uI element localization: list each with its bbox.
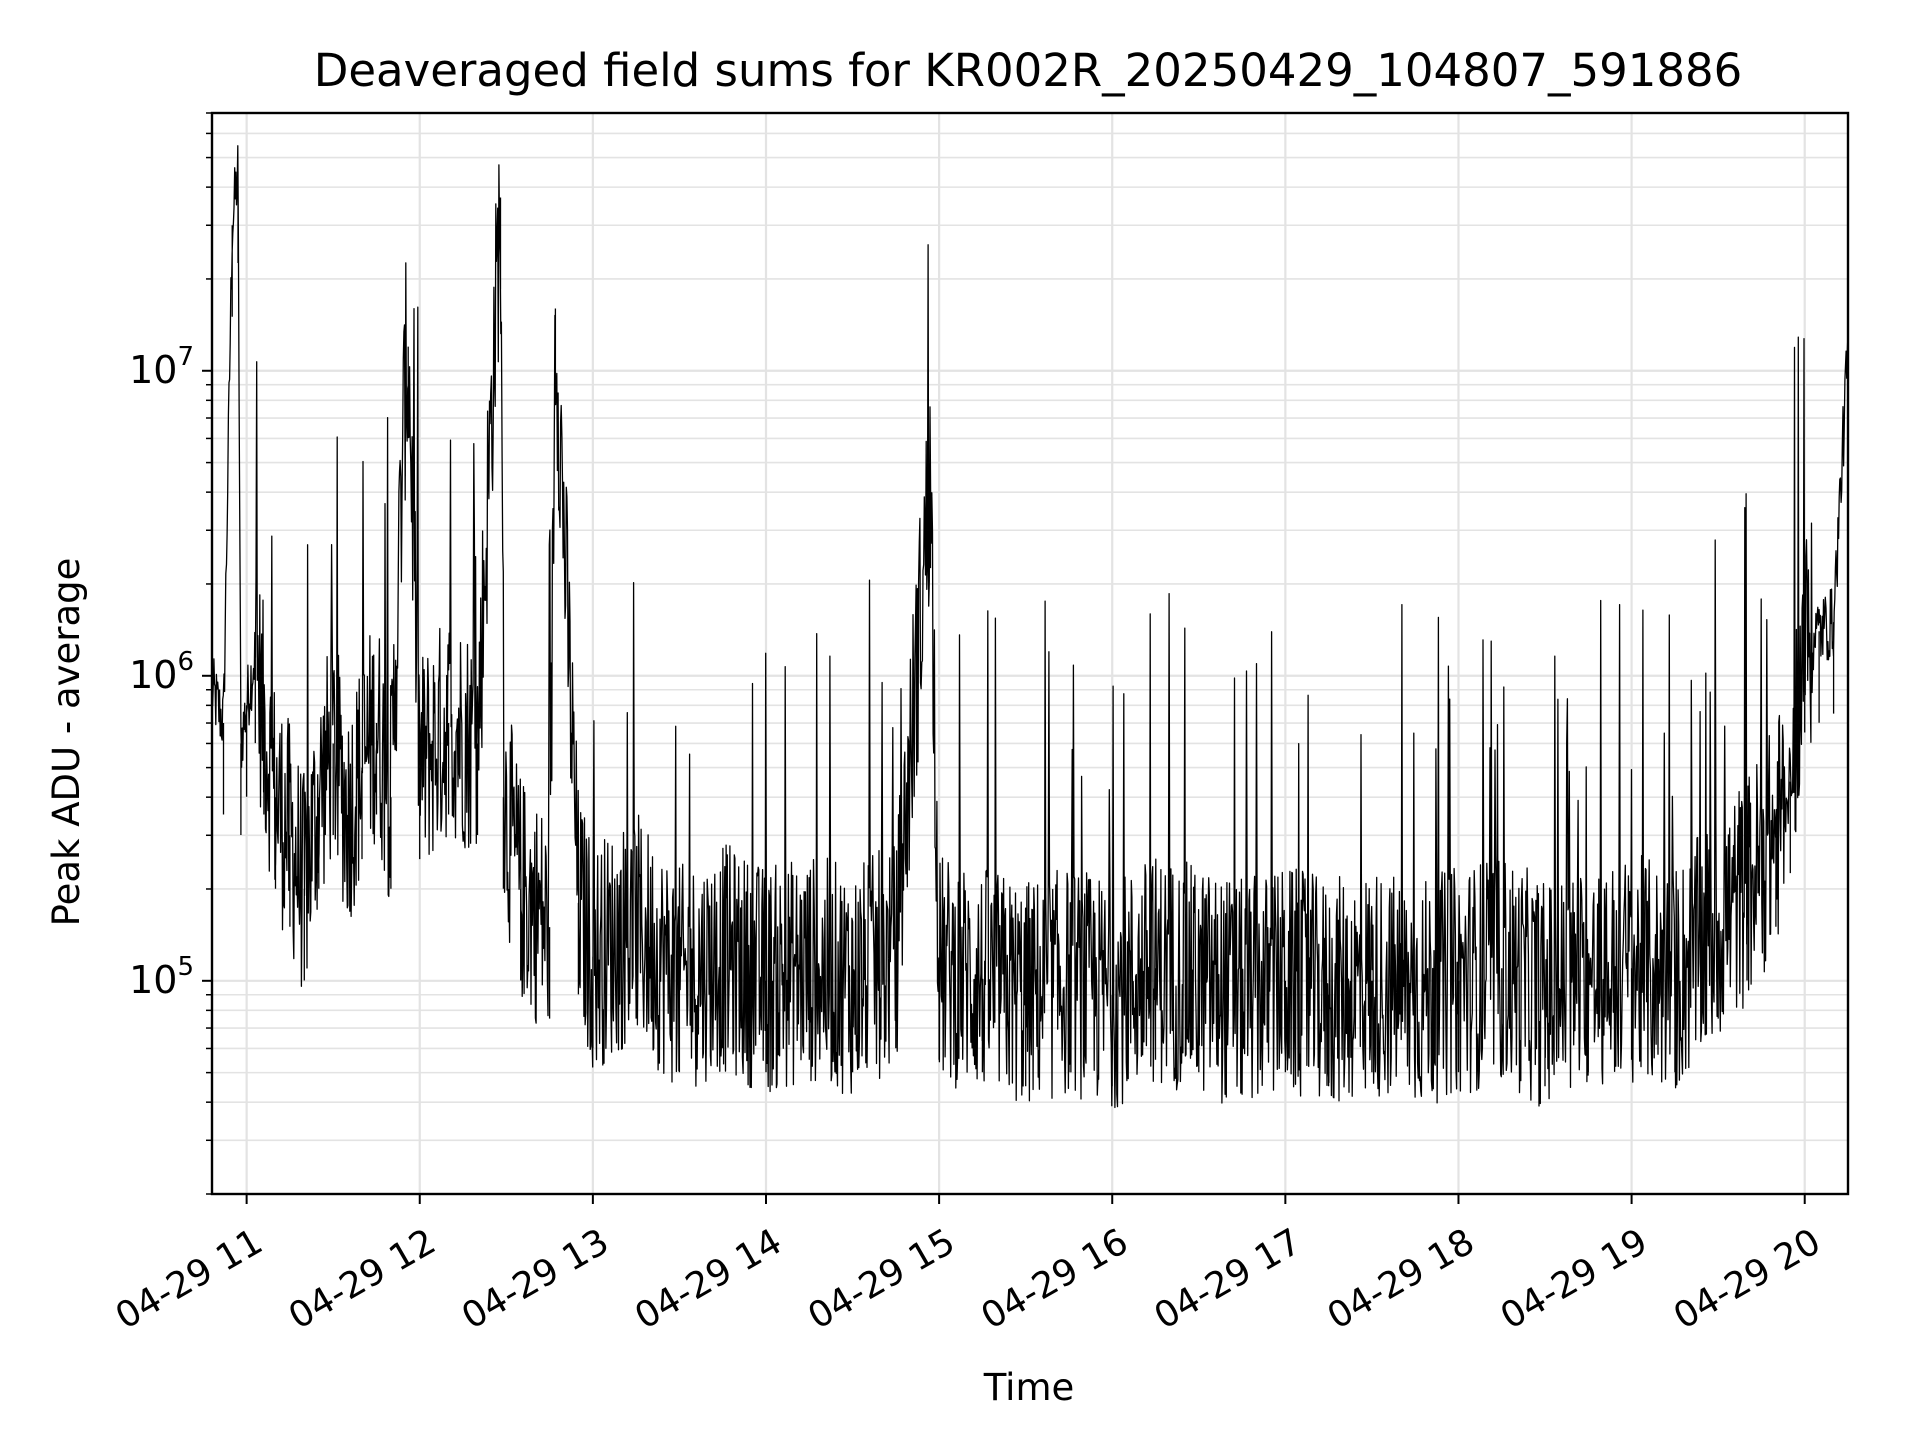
plot-frame <box>210 111 1850 1196</box>
y-tick-exponent: 6 <box>177 647 194 677</box>
y-tick-label: 107 <box>129 342 194 392</box>
y-tick-base: 10 <box>129 653 177 697</box>
chart-title: Deaveraged field sums for KR002R_2025042… <box>314 44 1743 97</box>
plot-area <box>210 111 1850 1196</box>
y-tick-base: 10 <box>129 958 177 1002</box>
y-tick-exponent: 5 <box>177 952 194 982</box>
y-tick-base: 10 <box>129 348 177 392</box>
y-tick-exponent: 7 <box>177 342 194 372</box>
y-tick-label: 105 <box>129 952 194 1002</box>
x-axis-label: Time <box>983 1366 1075 1409</box>
y-axis-label: Peak ADU - average <box>45 558 88 927</box>
series-line <box>211 145 1849 1109</box>
y-tick-label: 106 <box>129 647 194 697</box>
